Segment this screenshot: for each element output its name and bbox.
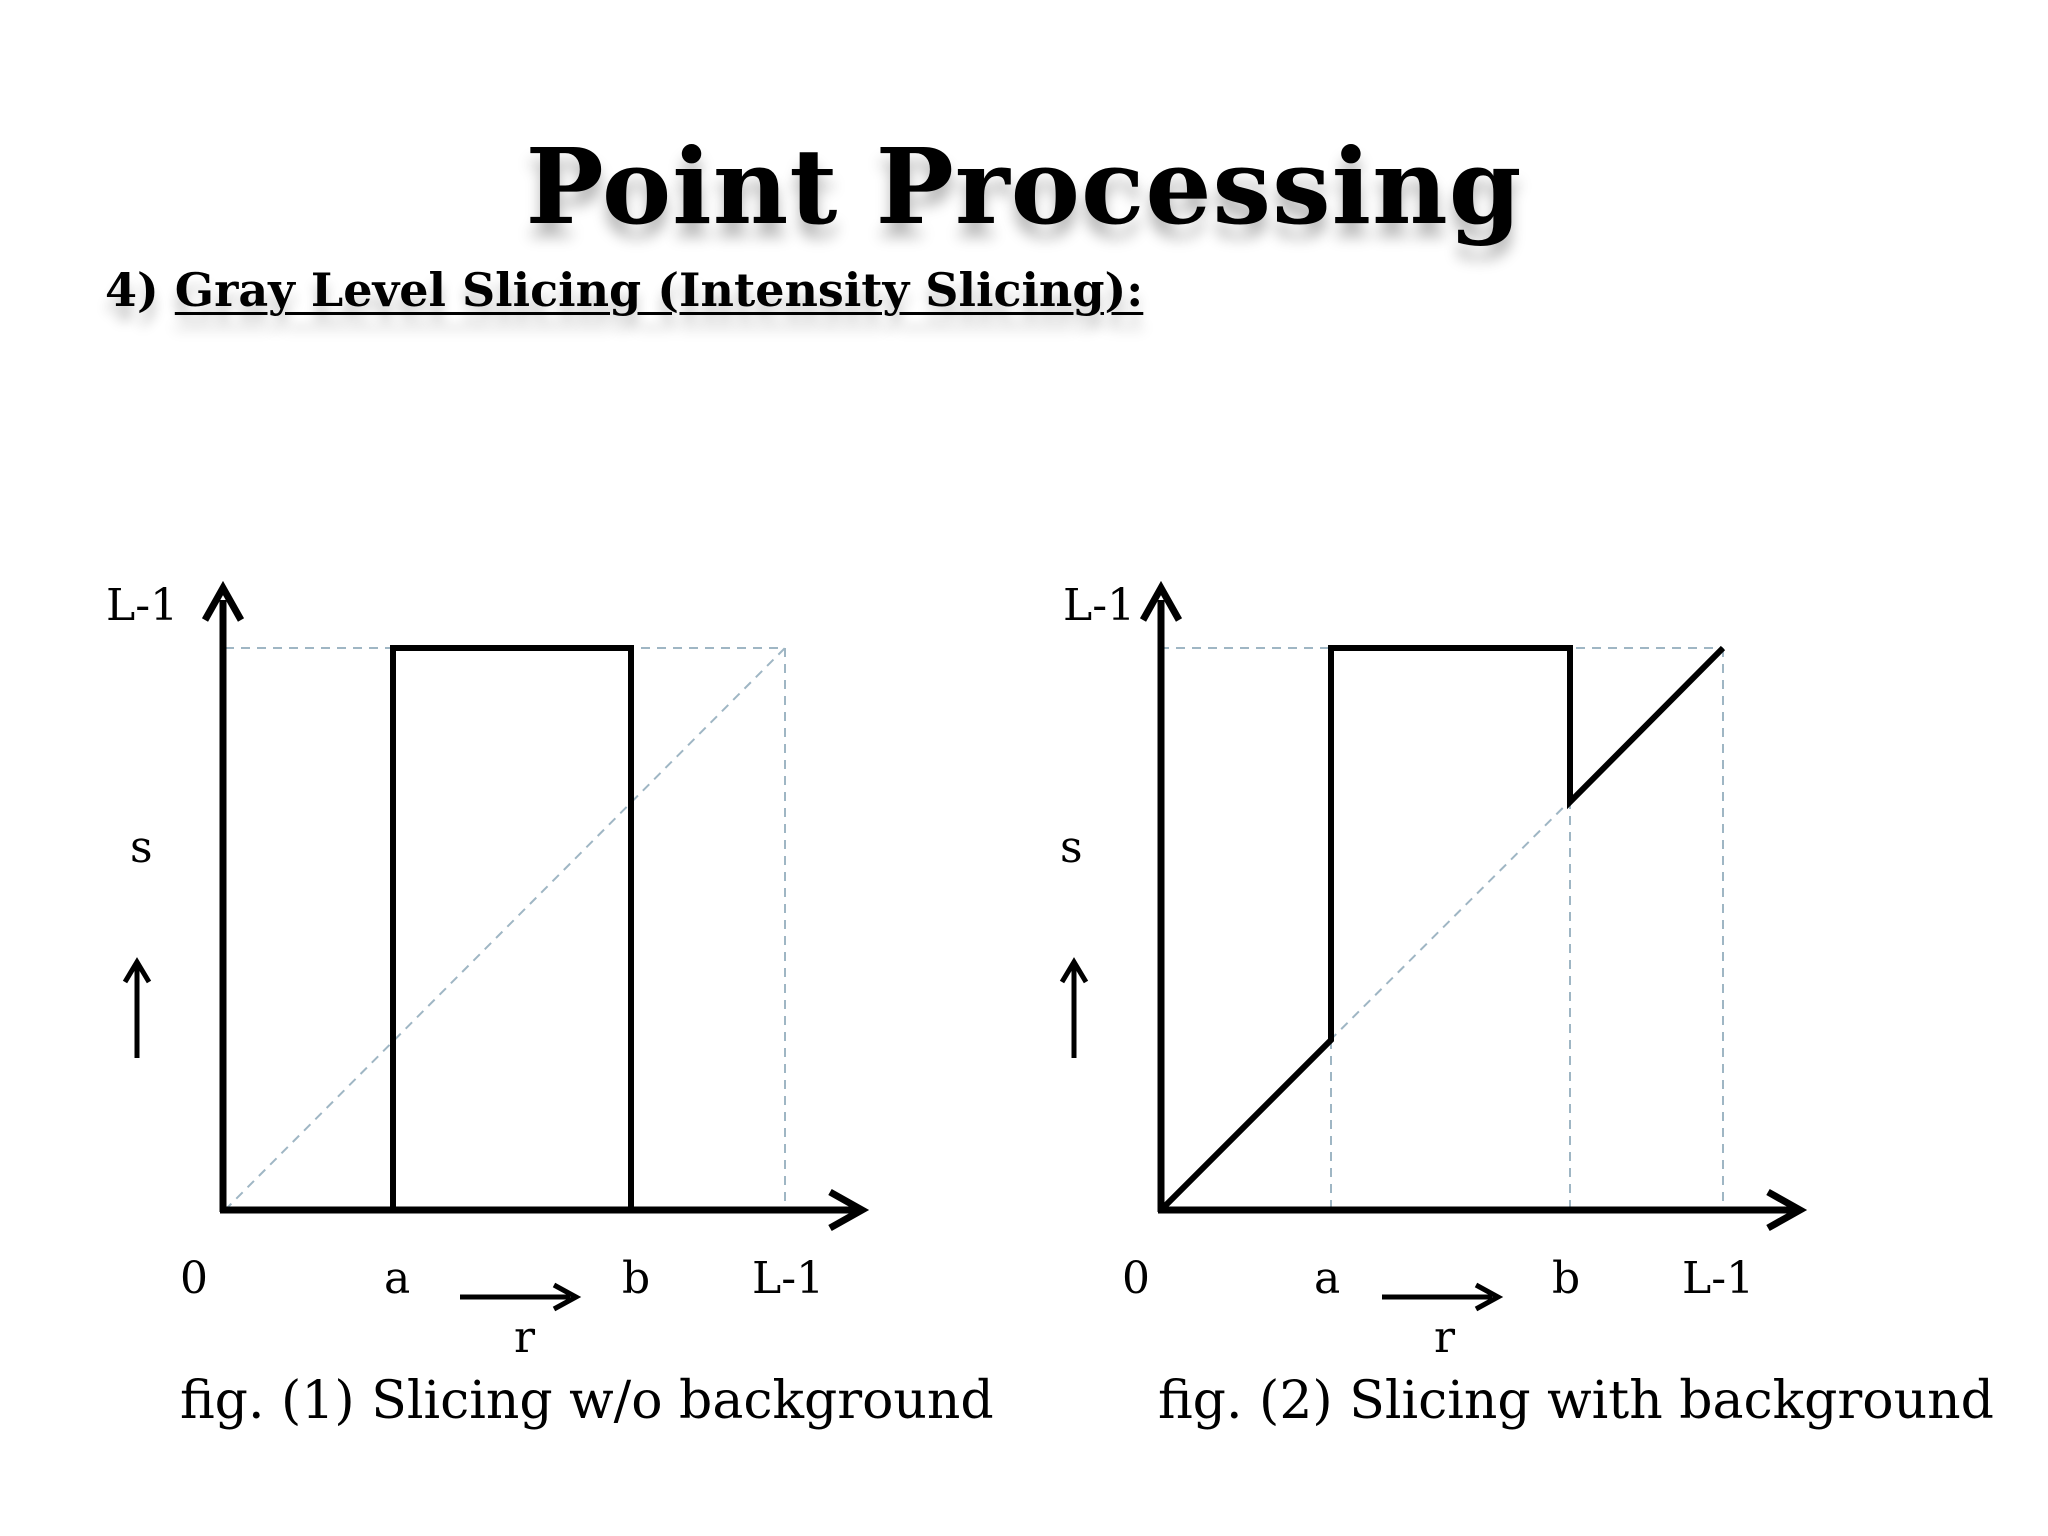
slide-title: Point Processing bbox=[525, 125, 1523, 248]
fig1-y-axis-arrowhead bbox=[201, 580, 245, 622]
fig2-y-axis-arrowhead bbox=[1139, 580, 1183, 622]
fig2-x-direction-arrowhead bbox=[1474, 1282, 1504, 1312]
fig2-y-top-label: L-1 bbox=[1063, 580, 1135, 631]
fig1-y-top-label: L-1 bbox=[106, 580, 178, 631]
fig1-transfer-curve bbox=[225, 645, 634, 1213]
fig2-caption: fig. (2) Slicing with background bbox=[1158, 1371, 1994, 1431]
fig2-b-label: b bbox=[1552, 1253, 1580, 1304]
fig1-y-label: s bbox=[130, 822, 153, 873]
fig1-guide-identity bbox=[224, 647, 786, 1211]
fig1-x-axis-arrowhead bbox=[828, 1188, 870, 1232]
fig2-origin-label: 0 bbox=[1122, 1253, 1150, 1304]
section-title: Gray Level Slicing (Intensity Slicing): bbox=[174, 263, 1144, 317]
fig2-x-end-label: L-1 bbox=[1682, 1253, 1754, 1304]
fig2-x-label: r bbox=[1434, 1312, 1456, 1363]
fig2-transfer-curve bbox=[1158, 645, 1726, 1213]
fig1-caption: fig. (1) Slicing w/o background bbox=[180, 1371, 994, 1431]
fig1-x-direction-arrowhead bbox=[552, 1282, 582, 1312]
section-number: 4) bbox=[105, 263, 159, 317]
fig1-x-end-label: L-1 bbox=[752, 1253, 824, 1304]
fig1-b-label: b bbox=[622, 1253, 650, 1304]
figure-2: L-1 s 0 a b L-1 r fig. (2) Slicing with … bbox=[1059, 580, 1994, 1431]
fig2-y-direction-arrowhead bbox=[1059, 957, 1089, 984]
fig1-y-direction-arrowhead bbox=[122, 957, 152, 984]
section-heading: 4) Gray Level Slicing (Intensity Slicing… bbox=[105, 263, 1143, 317]
figure-1: L-1 s 0 a b L-1 r fig. (1) Slicing w/o b… bbox=[106, 580, 994, 1431]
fig1-x-label: r bbox=[514, 1312, 536, 1363]
fig1-origin-label: 0 bbox=[180, 1253, 208, 1304]
fig2-y-label: s bbox=[1060, 822, 1083, 873]
fig1-a-label: a bbox=[384, 1253, 410, 1304]
fig2-x-axis-arrowhead bbox=[1766, 1188, 1808, 1232]
fig2-a-label: a bbox=[1314, 1253, 1340, 1304]
